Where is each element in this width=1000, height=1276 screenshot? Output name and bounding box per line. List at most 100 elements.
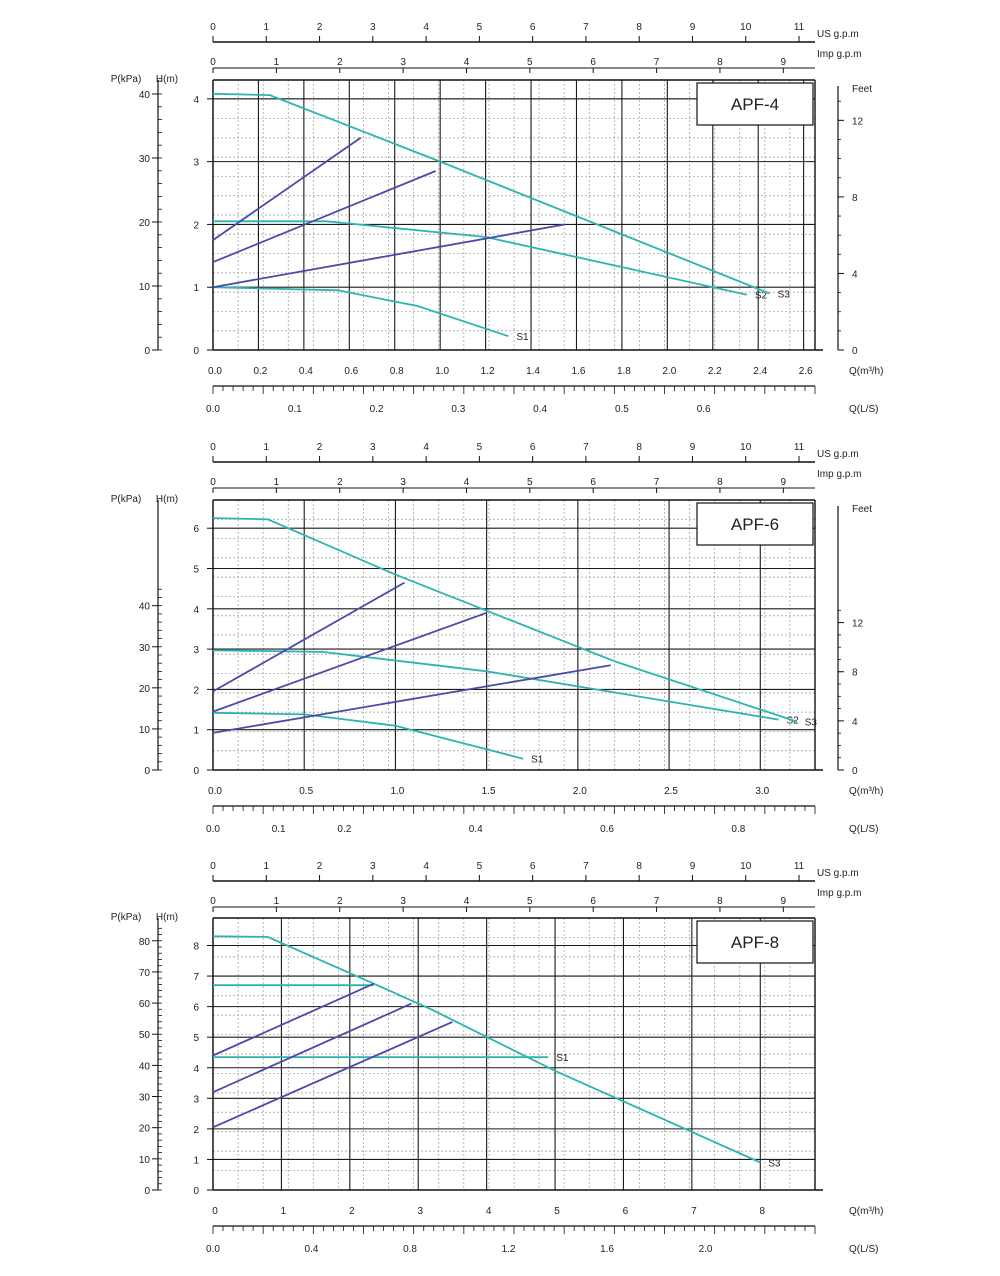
feet-unit-label: Feet xyxy=(852,504,872,515)
h-tick-label: 4 xyxy=(193,605,199,616)
q-ls-tick-label: 0.6 xyxy=(600,824,614,835)
us-gpm-tick-label: 11 xyxy=(794,861,805,872)
q-m3h-unit-label: Q(m³/h) xyxy=(849,786,883,797)
system-line xyxy=(212,581,405,693)
p-kpa-unit-label: P(kPa) xyxy=(111,912,142,923)
q-m3h-tick-label: 2 xyxy=(349,1206,355,1217)
h-tick-label: 2 xyxy=(193,220,199,231)
pump-curve-s3 xyxy=(212,935,761,1164)
us-gpm-tick-label: 0 xyxy=(210,22,216,33)
q-m3h-tick-label: 8 xyxy=(759,1206,765,1217)
q-m3h-tick-label: 1.4 xyxy=(526,366,540,377)
q-ls-tick-label: 0.8 xyxy=(403,1244,417,1255)
feet-tick-label: 12 xyxy=(852,619,864,630)
h-tick-label: 0 xyxy=(193,346,199,357)
q-m3h-tick-label: 6 xyxy=(623,1206,629,1217)
model-title: APF-8 xyxy=(731,933,779,952)
system-line xyxy=(212,1021,453,1129)
q-ls-tick-label: 0.0 xyxy=(206,404,220,415)
kpa-tick-label: 40 xyxy=(139,1061,151,1072)
q-ls-tick-label: 0.3 xyxy=(451,404,465,415)
system-line xyxy=(212,137,362,241)
imp-gpm-tick-label: 2 xyxy=(337,477,343,488)
q-m3h-tick-label: 0.5 xyxy=(299,786,313,797)
q-m3h-tick-label: 0.0 xyxy=(208,786,222,797)
us-gpm-tick-label: 8 xyxy=(636,442,642,453)
series-label-s1: S1 xyxy=(516,332,529,343)
feet-unit-label: Feet xyxy=(852,84,872,95)
us-gpm-tick-label: 9 xyxy=(690,861,696,872)
us-gpm-tick-label: 2 xyxy=(317,442,323,453)
pump-curve-s1 xyxy=(212,286,509,338)
kpa-tick-label: 30 xyxy=(139,643,151,654)
q-m3h-tick-label: 2.5 xyxy=(664,786,678,797)
imp-gpm-unit-label: Imp g.p.m xyxy=(817,888,861,899)
imp-gpm-tick-label: 4 xyxy=(464,57,470,68)
imp-gpm-unit-label: Imp g.p.m xyxy=(817,469,861,480)
imp-gpm-tick-label: 7 xyxy=(654,57,660,68)
us-gpm-tick-label: 3 xyxy=(370,861,376,872)
us-gpm-tick-label: 2 xyxy=(317,22,323,33)
h-tick-label: 0 xyxy=(193,1186,199,1197)
us-gpm-tick-label: 3 xyxy=(370,22,376,33)
us-gpm-tick-label: 5 xyxy=(477,861,483,872)
h-tick-label: 5 xyxy=(193,565,199,576)
kpa-tick-label: 30 xyxy=(139,154,151,165)
q-m3h-tick-label: 1.5 xyxy=(482,786,496,797)
kpa-tick-label: 30 xyxy=(139,1093,151,1104)
q-ls-tick-label: 0.1 xyxy=(272,824,286,835)
imp-gpm-tick-label: 6 xyxy=(590,57,596,68)
imp-gpm-tick-label: 0 xyxy=(210,57,216,68)
q-ls-tick-label: 0.1 xyxy=(288,404,302,415)
us-gpm-tick-label: 7 xyxy=(583,22,589,33)
q-ls-unit-label: Q(L/S) xyxy=(849,824,878,835)
imp-gpm-tick-label: 4 xyxy=(464,477,470,488)
q-m3h-tick-label: 2.2 xyxy=(708,366,722,377)
q-ls-unit-label: Q(L/S) xyxy=(849,1244,878,1255)
q-ls-tick-label: 1.2 xyxy=(502,1244,516,1255)
q-ls-tick-label: 1.6 xyxy=(600,1244,614,1255)
kpa-tick-label: 0 xyxy=(144,346,150,357)
series-label-s1: S1 xyxy=(531,755,544,766)
series-label-s3: S3 xyxy=(768,1158,781,1169)
us-gpm-unit-label: US g.p.m xyxy=(817,868,859,879)
h-tick-label: 4 xyxy=(193,95,199,106)
q-ls-tick-label: 0.4 xyxy=(533,404,547,415)
us-gpm-tick-label: 1 xyxy=(263,22,269,33)
imp-gpm-tick-label: 4 xyxy=(464,896,470,907)
us-gpm-tick-label: 7 xyxy=(583,861,589,872)
q-m3h-tick-label: 2.6 xyxy=(799,366,813,377)
imp-gpm-tick-label: 0 xyxy=(210,896,216,907)
q-m3h-tick-label: 0.2 xyxy=(253,366,267,377)
q-m3h-unit-label: Q(m³/h) xyxy=(849,1206,883,1217)
q-ls-tick-label: 0.0 xyxy=(206,1244,220,1255)
us-gpm-tick-label: 0 xyxy=(210,442,216,453)
h-tick-label: 1 xyxy=(193,283,199,294)
h-tick-label: 4 xyxy=(193,1064,199,1075)
imp-gpm-tick-label: 3 xyxy=(400,477,406,488)
imp-gpm-tick-label: 8 xyxy=(717,57,723,68)
system-line xyxy=(212,982,375,1057)
q-ls-tick-label: 2.0 xyxy=(699,1244,713,1255)
series-label-s3: S3 xyxy=(778,289,791,300)
imp-gpm-tick-label: 1 xyxy=(274,477,280,488)
imp-gpm-tick-label: 1 xyxy=(274,896,280,907)
us-gpm-tick-label: 5 xyxy=(477,442,483,453)
series-label-s1: S1 xyxy=(556,1053,569,1064)
kpa-tick-label: 10 xyxy=(139,282,151,293)
feet-tick-label: 0 xyxy=(852,766,858,777)
q-m3h-tick-label: 5 xyxy=(554,1206,560,1217)
us-gpm-tick-label: 10 xyxy=(740,861,752,872)
kpa-tick-label: 0 xyxy=(144,766,150,777)
kpa-tick-label: 10 xyxy=(139,725,151,736)
kpa-tick-label: 50 xyxy=(139,1030,151,1041)
system-line xyxy=(212,1002,412,1094)
us-gpm-tick-label: 11 xyxy=(794,22,805,33)
us-gpm-tick-label: 3 xyxy=(370,442,376,453)
kpa-tick-label: 0 xyxy=(144,1186,150,1197)
us-gpm-unit-label: US g.p.m xyxy=(817,29,859,40)
q-m3h-tick-label: 1.2 xyxy=(481,366,495,377)
us-gpm-tick-label: 11 xyxy=(794,442,805,453)
system-line xyxy=(212,664,611,734)
